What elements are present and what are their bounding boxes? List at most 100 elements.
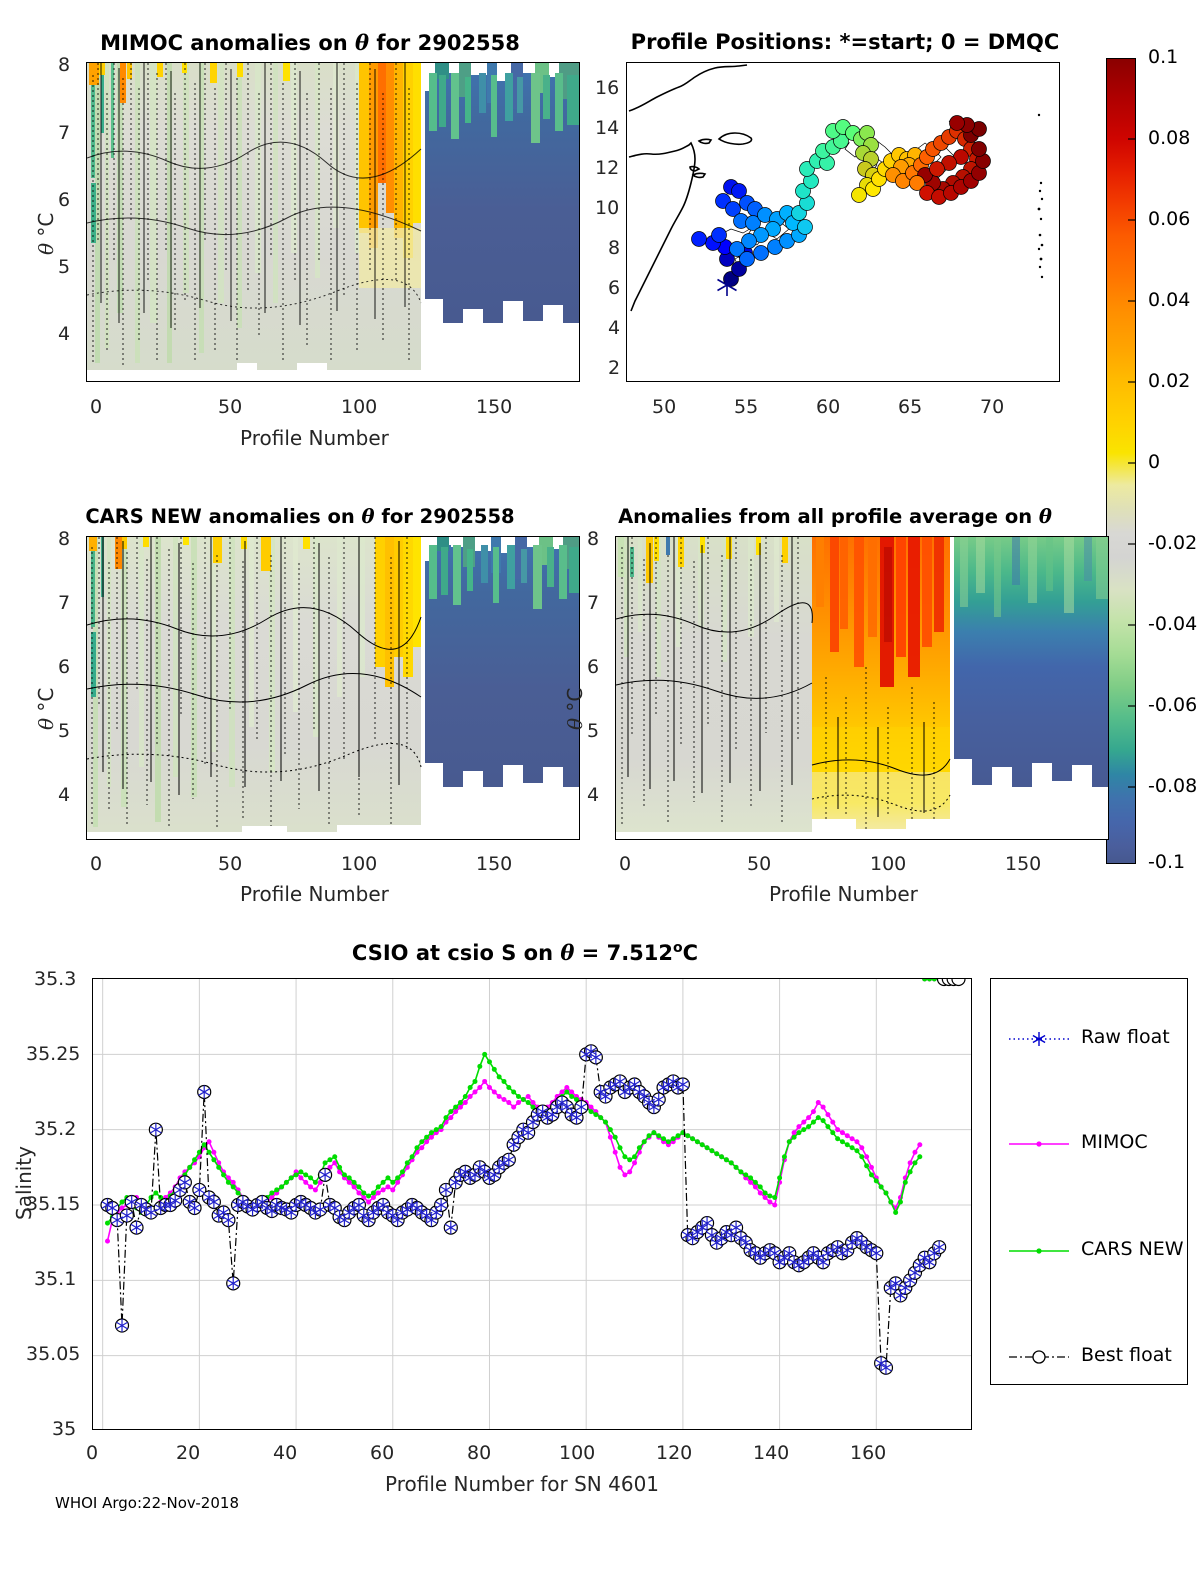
cars-ytick-5: 5: [58, 720, 71, 742]
colorbar-tick-m0p06: -0.06: [1148, 694, 1198, 716]
colorbar-tick-0p1: 0.1: [1148, 46, 1179, 68]
ts-ytick-35p1: 35.1: [34, 1268, 77, 1290]
colorbar-tick-0p04: 0.04: [1148, 289, 1191, 311]
cars-xtick-150: 150: [476, 853, 513, 875]
theta-symbol: θ: [560, 940, 575, 965]
allavg-title: Anomalies from all profile average on θ: [555, 505, 1115, 528]
mimoc-contourf: [87, 63, 579, 381]
allavg-contourf: [616, 537, 1108, 839]
allavg-xlabel: Profile Number: [769, 882, 918, 906]
allavg-ytick-8: 8: [587, 528, 600, 550]
map-ytick-2: 2: [608, 357, 621, 379]
colorbar: 0.1 0.08 0.06 0.04 0.02 0 -0.02 -0.04 -0…: [1106, 46, 1200, 873]
colorbar-tick-0: 0: [1148, 451, 1161, 473]
mimoc-plot-area: [86, 62, 580, 382]
cars-contourf: [87, 537, 579, 839]
cars-ytick-6: 6: [58, 656, 71, 678]
ts-ytick-35p25: 35.25: [26, 1043, 81, 1065]
map-panel: Profile Positions: *=start; 0 = DMQC: [595, 0, 1100, 480]
cars-title: CARS NEW anomalies on θ for 2902558: [20, 505, 580, 528]
coastline: [628, 64, 753, 312]
cars-plot-area: [86, 536, 580, 840]
mimoc-ytick-4: 4: [58, 323, 71, 345]
allavg-title-pre: Anomalies from all profile average on: [618, 505, 1039, 528]
ts-xtick-60: 60: [370, 1442, 395, 1464]
colorbar-tick-m0p04: -0.04: [1148, 613, 1198, 635]
theta-symbol: θ: [1038, 505, 1052, 528]
ts-xtick-20: 20: [176, 1442, 201, 1464]
mimoc-ytick-7: 7: [58, 122, 71, 144]
mimoc-ytick-6: 6: [58, 189, 71, 211]
timeseries-plot-area: [92, 978, 972, 1430]
mimoc-xtick-50: 50: [218, 396, 243, 418]
allavg-xtick-150: 150: [1005, 853, 1042, 875]
allavg-ytick-5: 5: [587, 720, 600, 742]
start-marker: [717, 274, 737, 296]
allavg-plot-area: [615, 536, 1109, 840]
map-xtick-65: 65: [898, 396, 923, 418]
cars-ytick-8: 8: [58, 528, 71, 550]
ts-xlabel: Profile Number for SN 4601: [385, 1472, 660, 1496]
ts-title-post2: C: [682, 941, 699, 965]
mimoc-panel: MIMOC anomalies on θ for 2902558 θ °C: [0, 0, 600, 480]
allavg-xtick-50: 50: [747, 853, 772, 875]
mimoc-xtick-100: 100: [341, 396, 378, 418]
ts-xtick-80: 80: [467, 1442, 492, 1464]
allavg-ytick-7: 7: [587, 592, 600, 614]
mimoc-title: MIMOC anomalies on θ for 2902558: [40, 30, 580, 55]
ts-ytick-35p05: 35.05: [26, 1343, 81, 1365]
timeseries-svg: [93, 979, 971, 1429]
map-ytick-10: 10: [595, 197, 620, 219]
ts-xtick-120: 120: [656, 1442, 693, 1464]
map-ytick-16: 16: [595, 77, 620, 99]
map-ytick-12: 12: [595, 157, 620, 179]
asterisk-icon: [1032, 1032, 1046, 1046]
colorbar-tick-m0p08: -0.08: [1148, 775, 1198, 797]
mimoc-ylabel-theta: θ: [34, 242, 58, 255]
figure-footer: WHOI Argo:22-Nov-2018: [55, 1494, 239, 1512]
timeseries-title: CSIO at csio S on θ = 7.512oC: [110, 940, 940, 965]
mimoc-ylabel-unit: °C: [34, 212, 58, 243]
ts-ytick-35: 35: [52, 1418, 77, 1440]
ts-ytick-35p15: 35.15: [26, 1193, 81, 1215]
map-ytick-6: 6: [608, 277, 621, 299]
legend-label-raw-float: Raw float: [1081, 1026, 1170, 1048]
cars-title-post: for 2902558: [374, 505, 515, 528]
allavg-ylabel-theta: θ: [563, 717, 587, 730]
mimoc-xtick-0: 0: [90, 396, 103, 418]
allavg-ytick-6: 6: [587, 656, 600, 678]
mimoc-ytick-8: 8: [58, 54, 71, 76]
ts-ytick-35p3: 35.3: [34, 968, 77, 990]
legend-samples: [1009, 1032, 1069, 1364]
map-xtick-55: 55: [734, 396, 759, 418]
ts-title-sup: o: [673, 940, 683, 956]
map-plot-area: [626, 62, 1060, 382]
allavg-xtick-0: 0: [619, 853, 632, 875]
cars-xlabel: Profile Number: [240, 882, 389, 906]
cars-ytick-4: 4: [58, 784, 71, 806]
cars-title-pre: CARS NEW anomalies on: [85, 505, 362, 528]
map-ytick-8: 8: [608, 237, 621, 259]
ts-xtick-160: 160: [850, 1442, 887, 1464]
mimoc-xlabel: Profile Number: [240, 426, 389, 450]
cars-panel: CARS NEW anomalies on θ for 2902558 θ °C: [0, 480, 600, 940]
ts-xtick-140: 140: [753, 1442, 790, 1464]
colorbar-gradient: [1106, 58, 1136, 864]
map-svg: [628, 64, 1044, 312]
allavg-ytick-4: 4: [587, 784, 600, 806]
colorbar-tick-0p06: 0.06: [1148, 208, 1191, 230]
colorbar-tick-0p08: 0.08: [1148, 127, 1191, 149]
cars-xtick-0: 0: [90, 853, 103, 875]
map-xtick-50: 50: [652, 396, 677, 418]
mimoc-title-post: for 2902558: [369, 31, 520, 55]
cars-xtick-100: 100: [341, 853, 378, 875]
colorbar-ticks: [1128, 138, 1136, 788]
ts-xtick-100: 100: [559, 1442, 596, 1464]
legend-label-mimoc: MIMOC: [1081, 1131, 1148, 1153]
map-ytick-14: 14: [595, 117, 620, 139]
ts-title-pre: CSIO at csio S on: [351, 941, 561, 965]
ts-xtick-0: 0: [86, 1442, 99, 1464]
timeseries-panel: CSIO at csio S on θ = 7.512oC Salinity 3…: [0, 930, 1200, 1575]
allavg-ylabel-unit: °C: [563, 687, 587, 718]
map-title: Profile Positions: *=start; 0 = DMQC: [630, 30, 1060, 54]
